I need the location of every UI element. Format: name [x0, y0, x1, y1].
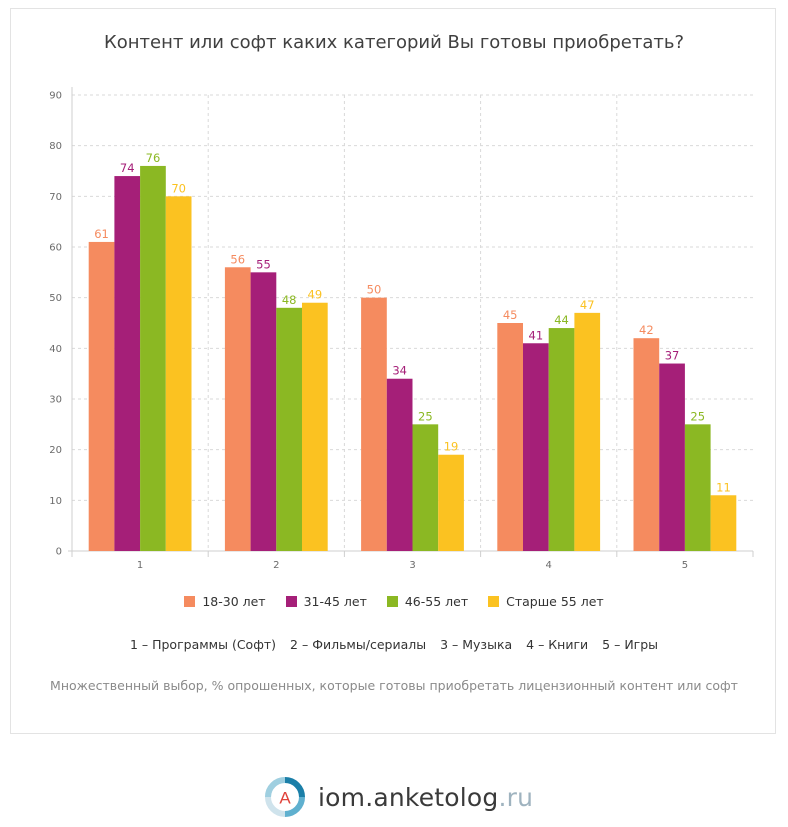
bar-3-5 [684, 424, 711, 551]
legend-label: 18-30 лет [202, 594, 266, 609]
data-label: 37 [665, 349, 680, 363]
category-legend: 1 – Программы (Софт) 2 – Фильмы/сериалы 3 … [0, 637, 788, 652]
data-label: 76 [146, 151, 161, 165]
data-label: 55 [256, 257, 271, 271]
data-label: 74 [120, 161, 135, 175]
legend-item[interactable]: 31-45 лет [285, 594, 367, 609]
x-tick-label: 3 [409, 560, 415, 571]
bar-4-4 [574, 312, 601, 551]
data-label: 11 [716, 480, 731, 494]
data-label: 41 [529, 328, 544, 342]
bar-3-2 [276, 307, 302, 551]
data-label: 25 [690, 409, 705, 423]
data-label: 34 [392, 364, 407, 378]
bar-4-1 [165, 196, 192, 552]
bar-chart: 0 10 20 30 40 50 60 70 80 90 61 74 76 70 1 56 55 48 49 2 50 3… [49, 87, 754, 571]
legend-label: Старше 55 лет [506, 594, 604, 609]
y-tick-label: 80 [49, 141, 62, 152]
bar-2-3 [386, 378, 413, 551]
y-tick-label: 70 [49, 192, 62, 203]
legend-swatch [285, 596, 297, 607]
x-tick-label: 1 [137, 560, 143, 571]
category-legend-item: 2 – Фильмы/сериалы [290, 637, 427, 652]
anketolog-logo-icon: A [265, 777, 305, 817]
brand-name: iom.anketolog.ru [318, 782, 534, 812]
bar-2-5 [659, 363, 685, 551]
bar-2-2 [250, 272, 277, 551]
bar-1-4 [497, 323, 523, 551]
legend-label: 46-55 лет [404, 594, 469, 609]
data-label: 48 [282, 293, 297, 307]
data-label: 45 [503, 308, 518, 322]
legend-swatch [488, 596, 500, 607]
bar-3-3 [412, 424, 439, 551]
data-label: 25 [418, 409, 433, 423]
x-tick-label: 5 [682, 560, 688, 571]
chart-footnote: Множественный выбор, % опрошенных, котор… [50, 678, 738, 693]
bar-2-4 [523, 343, 549, 551]
data-label: 50 [367, 283, 382, 297]
y-tick-label: 90 [49, 91, 62, 102]
bar-4-3 [438, 454, 464, 551]
series-legend: 18-30 лет 31-45 лет 46-55 лет Старше 55 лет [0, 594, 788, 609]
logo-letter: A [279, 789, 291, 808]
bar-1-3 [361, 297, 387, 551]
data-label: 47 [580, 298, 595, 312]
brand[interactable]: A iom.anketolog.ru [262, 773, 533, 821]
category-legend-item: 1 – Программы (Софт) [129, 637, 277, 652]
data-label: 61 [94, 227, 109, 241]
legend-item[interactable]: 46-55 лет [386, 594, 469, 609]
bar-1-2 [224, 267, 251, 551]
data-label: 19 [444, 440, 459, 454]
bar-1-5 [633, 338, 660, 551]
bar-1-1 [88, 241, 115, 551]
bar-3-4 [548, 328, 575, 551]
legend-swatch [184, 596, 196, 607]
category-legend-item: 4 – Книги [526, 637, 589, 652]
x-tick-label: 2 [273, 560, 279, 571]
y-tick-label: 0 [56, 547, 62, 558]
legend-item[interactable]: 18-30 лет [184, 594, 266, 609]
y-tick-label: 30 [49, 395, 62, 406]
category-legend-item: 5 – Игры [602, 637, 659, 652]
y-tick-label: 40 [49, 344, 62, 355]
data-label: 42 [639, 323, 654, 337]
legend-label: 31-45 лет [303, 594, 367, 609]
legend-item[interactable]: Старше 55 лет [488, 594, 604, 609]
y-tick-label: 50 [49, 293, 62, 304]
data-label: 49 [308, 288, 323, 302]
bar-4-5 [710, 495, 737, 551]
chart-title: Контент или софт каких категорий Вы гото… [103, 32, 684, 53]
data-label: 56 [230, 252, 245, 266]
x-tick-label: 4 [546, 560, 552, 571]
legend-swatch [386, 596, 398, 607]
data-label: 44 [554, 313, 569, 327]
bar-3-1 [140, 165, 166, 551]
bar-2-1 [114, 176, 141, 552]
y-tick-label: 10 [49, 496, 62, 507]
y-tick-label: 60 [49, 243, 62, 254]
data-label: 70 [171, 181, 186, 195]
y-tick-label: 20 [49, 445, 62, 456]
category-legend-item: 3 – Музыка [440, 637, 513, 652]
bar-4-2 [302, 302, 328, 551]
